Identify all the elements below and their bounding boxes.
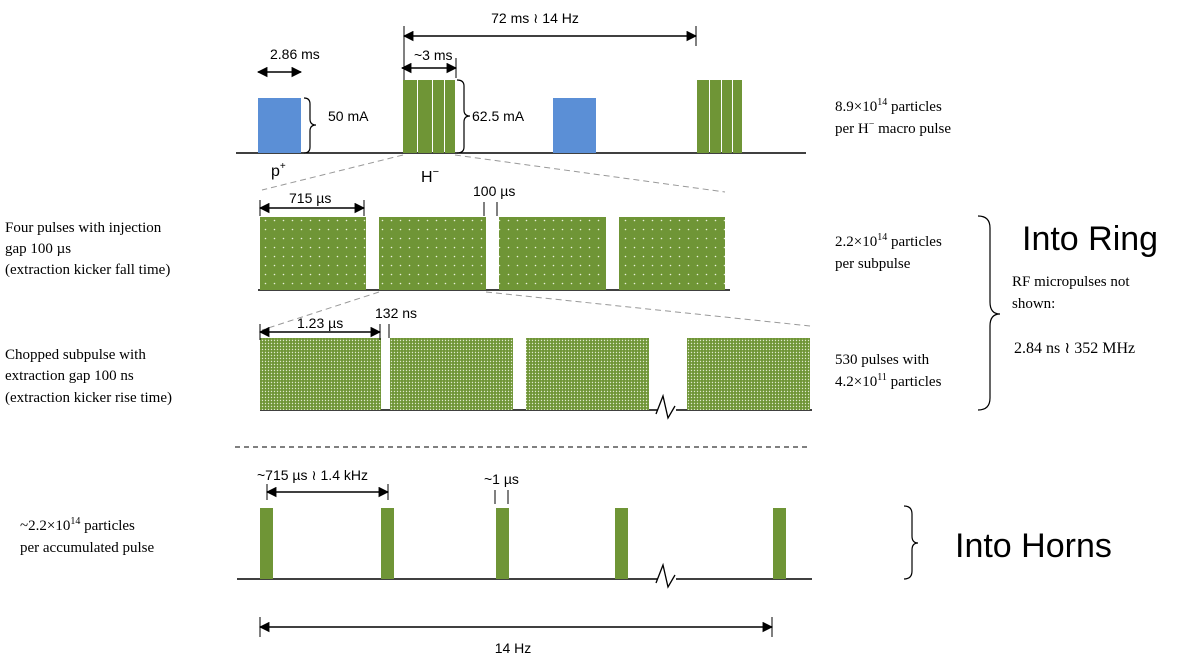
zoom-line-left-2 <box>261 291 380 331</box>
subpulse-row: 715 µs 100 µs Four pulses with injection… <box>5 183 942 291</box>
chopped-gap-label: 132 ns <box>375 305 417 321</box>
horns-row: ~715 µs ≀ 1.4 kHz ~1 µs ~2.2×1014 partic… <box>20 467 812 656</box>
subpulse-gap-label: 100 µs <box>473 183 515 199</box>
horns-particles-line2: per accumulated pulse <box>20 540 154 556</box>
ring-brace <box>977 215 1001 411</box>
chopped-pulse-2 <box>390 338 513 410</box>
subpulse-particles-line1: 2.2×1014 particles <box>835 232 942 250</box>
hminus-macro-pulse-1 <box>403 80 455 153</box>
proton-pulse-1 <box>258 98 301 153</box>
ring-rf-description: RF micropulses not shown: <box>1012 274 1133 312</box>
subpulse-4 <box>619 217 725 290</box>
subpulse-2 <box>379 217 486 290</box>
macro-period-label: 72 ms ≀ 14 Hz <box>491 10 579 26</box>
horns-bottom-label: 14 Hz <box>495 640 532 656</box>
ring-rf-value: 2.84 ns ≀ 352 MHz <box>1014 340 1135 357</box>
chopped-width-label: 1.23 µs <box>297 315 343 331</box>
horn-pulse-5 <box>773 508 786 579</box>
subpulse-description: Four pulses with injection gap 100 µs (e… <box>5 220 170 278</box>
horn-pulse-1 <box>260 508 273 579</box>
macro-particles-line1: 8.9×1014 particles <box>835 97 942 115</box>
subpulse-width-label: 715 µs <box>289 190 331 206</box>
chopped-pulse-1 <box>260 338 381 410</box>
horns-title: Into Horns <box>955 527 1112 565</box>
chopped-description: Chopped subpulse with extraction gap 100… <box>5 347 172 406</box>
hminus-macro-pulse-2 <box>697 80 742 153</box>
proton-width-label: 2.86 ms <box>270 46 320 62</box>
proton-label: p+ <box>271 161 286 180</box>
chopped-axis-break <box>655 393 676 420</box>
horns-brace <box>903 505 919 580</box>
zoom-line-left-1 <box>261 154 404 191</box>
macro-pulse-row: 72 ms ≀ 14 Hz 2.86 ms 50 mA p+ ~3 ms 62.… <box>236 10 951 186</box>
proton-current-brace <box>303 97 317 154</box>
zoom-line-right-2 <box>485 291 811 327</box>
subpulse-1 <box>260 217 366 290</box>
chopped-particles-line1: 530 pulses with <box>835 352 930 368</box>
macro-particles-line2: per H− macro pulse <box>835 119 951 137</box>
horns-particles-line1: ~2.2×1014 particles <box>20 516 135 534</box>
horns-period-label: ~715 µs ≀ 1.4 kHz <box>257 467 368 483</box>
chopped-pulse-3 <box>526 338 649 410</box>
ring-title: Into Ring <box>1022 220 1158 258</box>
horns-axis-break <box>655 562 676 589</box>
hminus-width-label: ~3 ms <box>414 47 453 63</box>
horn-pulse-4 <box>615 508 628 579</box>
chopped-pulse-4 <box>687 338 810 410</box>
subpulse-particles-line2: per subpulse <box>835 256 911 272</box>
zoom-line-right-1 <box>454 154 726 193</box>
subpulse-3 <box>499 217 606 290</box>
chopped-row: 1.23 µs 132 ns Chopped subpulse with ext… <box>5 305 942 420</box>
horn-pulse-2 <box>381 508 394 579</box>
proton-current-label: 50 mA <box>328 108 369 124</box>
horn-pulse-3 <box>496 508 509 579</box>
hminus-current-label: 62.5 mA <box>472 108 525 124</box>
horns-width-label: ~1 µs <box>484 471 519 487</box>
hminus-label: H− <box>421 166 439 186</box>
proton-pulse-2 <box>553 98 596 153</box>
hminus-current-brace <box>456 79 471 154</box>
chopped-particles-line2: 4.2×1011 particles <box>835 372 942 390</box>
